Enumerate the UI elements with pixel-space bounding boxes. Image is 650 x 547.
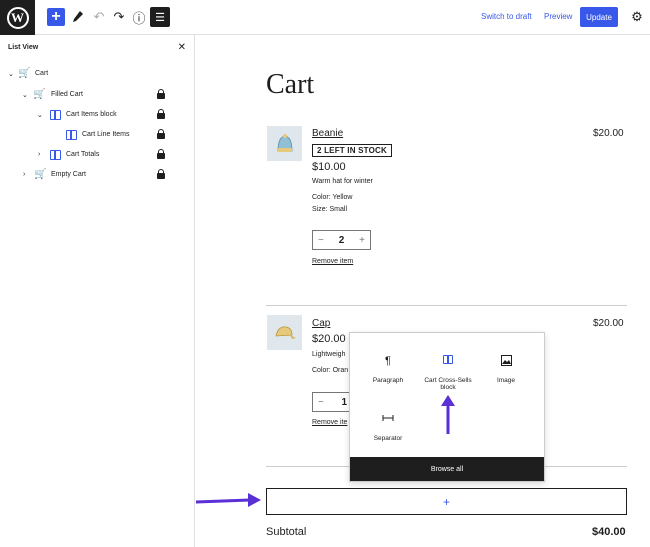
cart-icon: 🛒 bbox=[18, 68, 31, 79]
list-view-icon[interactable]: ☰ bbox=[150, 7, 170, 27]
inserter-item-paragraph[interactable]: ¶ Paragraph bbox=[358, 355, 418, 384]
editor-canvas: Cart Beanie $20.00 2 LEFT IN STOCK $10.0… bbox=[196, 35, 650, 547]
list-view-item-label: Cart Items block bbox=[66, 111, 117, 118]
list-view-header: List View ✕ bbox=[0, 35, 194, 59]
image-icon bbox=[476, 355, 536, 367]
block-icon bbox=[66, 130, 77, 140]
page-title[interactable]: Cart bbox=[266, 69, 315, 100]
remove-item-link[interactable]: Remove ite bbox=[312, 419, 348, 426]
lock-icon bbox=[157, 129, 165, 139]
block-inserter-toggle-button[interactable]: + bbox=[47, 8, 65, 26]
product-description: Lightweigh bbox=[312, 351, 346, 358]
subtotal-label: Subtotal bbox=[266, 526, 307, 538]
beanie-image bbox=[277, 133, 292, 152]
separator-icon bbox=[358, 413, 418, 425]
chevron-down-icon[interactable]: ⌄ bbox=[37, 112, 43, 119]
block-inserter-popover: ¶ Paragraph Cart Cross-Sells block Image… bbox=[349, 332, 545, 482]
lock-icon bbox=[157, 89, 165, 99]
list-view-item-cart-line-items[interactable]: Cart Line Items bbox=[0, 127, 195, 145]
list-view-item-label: Filled Cart bbox=[51, 91, 83, 98]
paragraph-icon: ¶ bbox=[385, 355, 391, 367]
inserter-item-cart-cross-sells-block[interactable]: Cart Cross-Sells block bbox=[418, 355, 478, 391]
product-name-link[interactable]: Beanie bbox=[312, 128, 344, 139]
block-icon bbox=[418, 355, 478, 367]
block-icon bbox=[50, 150, 61, 160]
list-view-item-label: Cart bbox=[35, 70, 49, 77]
wordpress-logo-icon: W bbox=[6, 6, 29, 29]
info-icon[interactable]: ⓘ bbox=[132, 10, 146, 26]
settings-gear-icon[interactable]: ⚙ bbox=[631, 9, 643, 24]
inserter-item-separator[interactable]: Separator bbox=[358, 413, 418, 442]
product-total: $20.00 bbox=[593, 128, 624, 139]
inserter-item-label: Image bbox=[496, 377, 516, 384]
list-view-item-cart-items-block[interactable]: ⌄ Cart Items block bbox=[0, 107, 195, 125]
product-name-link[interactable]: Cap bbox=[312, 318, 331, 329]
quantity-input[interactable]: 1 bbox=[341, 396, 347, 408]
product-unit-price: $10.00 bbox=[312, 161, 346, 173]
block-appender-button[interactable]: + bbox=[266, 488, 627, 515]
product-thumbnail-cap[interactable] bbox=[267, 315, 302, 350]
inserter-item-label: Separator bbox=[373, 435, 403, 442]
quantity-stepper: − 1 bbox=[312, 392, 352, 412]
product-variation-color: Color: Yellow bbox=[312, 194, 353, 201]
chevron-down-icon[interactable]: ⌄ bbox=[22, 92, 28, 99]
subtotal-value: $40.00 bbox=[592, 526, 626, 538]
switch-to-draft-button[interactable]: Switch to draft bbox=[481, 12, 532, 21]
cap-image bbox=[275, 326, 296, 339]
list-view-item-label: Empty Cart bbox=[51, 171, 87, 178]
list-view-title: List View bbox=[8, 43, 39, 51]
list-view-item-label: Cart Line Items bbox=[82, 131, 130, 138]
remove-item-link[interactable]: Remove item bbox=[312, 258, 354, 265]
list-view-item-filled-cart[interactable]: ⌄ 🛒 Filled Cart bbox=[0, 87, 195, 105]
divider bbox=[266, 305, 627, 306]
filled-cart-icon: 🛒 bbox=[33, 89, 46, 100]
product-total: $20.00 bbox=[593, 318, 624, 329]
lock-icon bbox=[157, 149, 165, 159]
redo-icon[interactable]: ↷ bbox=[113, 9, 125, 24]
chevron-right-icon[interactable]: › bbox=[23, 171, 26, 178]
lock-icon bbox=[157, 109, 165, 119]
low-stock-badge: 2 LEFT IN STOCK bbox=[312, 144, 392, 157]
tools-pencil-icon[interactable] bbox=[71, 7, 85, 27]
list-view-item-cart[interactable]: ⌄ 🛒 Cart bbox=[0, 66, 195, 84]
preview-button[interactable]: Preview bbox=[544, 12, 573, 21]
chevron-down-icon[interactable]: ⌄ bbox=[8, 71, 14, 78]
wordpress-logo-button[interactable]: W bbox=[0, 0, 35, 35]
product-unit-price: $20.00 bbox=[312, 333, 346, 345]
editor-top-bar: W + ↶ ↷ ⓘ ☰ Switch to draft Preview Upda… bbox=[0, 0, 650, 35]
list-view-item-cart-totals[interactable]: › Cart Totals bbox=[0, 147, 195, 165]
undo-icon[interactable]: ↶ bbox=[93, 9, 105, 24]
quantity-input[interactable]: 2 bbox=[338, 234, 345, 246]
close-icon[interactable]: ✕ bbox=[177, 41, 186, 53]
lock-icon bbox=[157, 169, 165, 179]
product-description: Warm hat for winter bbox=[312, 178, 373, 185]
product-thumbnail-beanie[interactable] bbox=[267, 126, 302, 161]
quantity-decrease-button[interactable]: − bbox=[318, 234, 324, 246]
quantity-increase-button[interactable]: + bbox=[359, 234, 365, 246]
list-view-item-empty-cart[interactable]: › 🛒 Empty Cart bbox=[0, 167, 195, 185]
empty-cart-icon: 🛒 bbox=[34, 169, 47, 180]
quantity-stepper: − 2 + bbox=[312, 230, 371, 250]
inserter-item-label: Paragraph bbox=[372, 377, 404, 384]
product-variation-size: Size: Small bbox=[312, 206, 348, 213]
block-icon bbox=[50, 110, 61, 120]
update-button[interactable]: Update bbox=[580, 7, 618, 27]
quantity-decrease-button[interactable]: − bbox=[318, 396, 324, 408]
inserter-item-image[interactable]: Image bbox=[476, 355, 536, 384]
list-view-item-label: Cart Totals bbox=[66, 151, 100, 158]
product-variation-color: Color: Oran bbox=[312, 367, 349, 374]
inserter-item-label: Cart Cross-Sells block bbox=[424, 377, 472, 391]
browse-all-button[interactable]: Browse all bbox=[350, 457, 544, 481]
chevron-right-icon[interactable]: › bbox=[38, 151, 41, 158]
list-view-sidebar: List View ✕ ⌄ 🛒 Cart ⌄ 🛒 Filled Cart ⌄ C… bbox=[0, 35, 195, 547]
